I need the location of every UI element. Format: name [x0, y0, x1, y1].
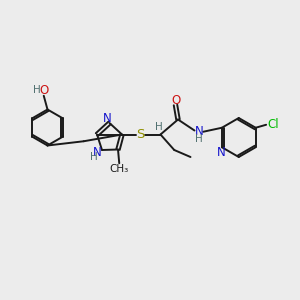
Text: S: S — [136, 128, 145, 141]
Text: N: N — [217, 146, 226, 159]
Text: H: H — [33, 85, 41, 95]
Text: Cl: Cl — [268, 118, 279, 131]
Text: N: N — [93, 146, 102, 160]
Text: CH₃: CH₃ — [110, 164, 129, 174]
Text: H: H — [195, 134, 203, 143]
Text: N: N — [195, 125, 203, 138]
Text: O: O — [39, 83, 48, 97]
Text: N: N — [103, 112, 112, 125]
Text: O: O — [171, 94, 180, 106]
Text: H: H — [154, 122, 162, 133]
Text: H: H — [90, 152, 98, 161]
